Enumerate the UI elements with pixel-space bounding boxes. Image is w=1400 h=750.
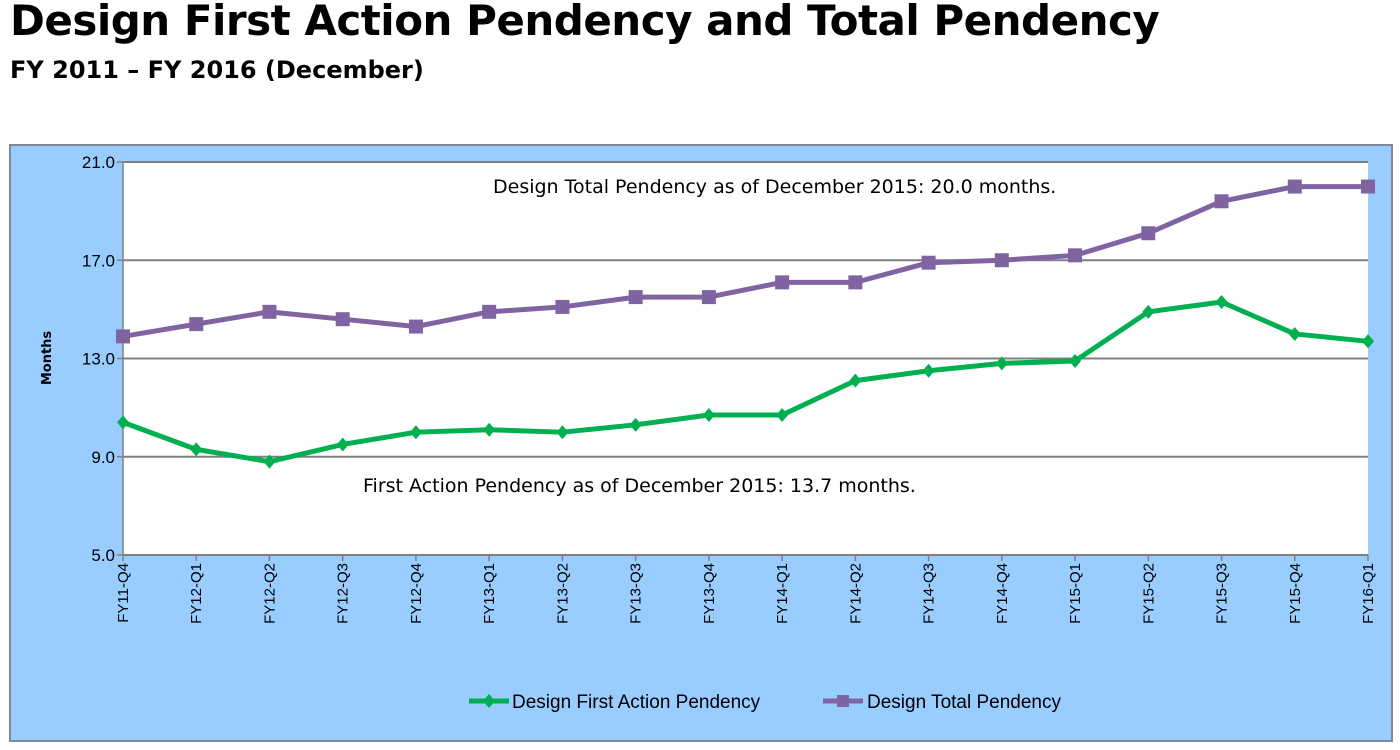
data-point-first-action [483, 422, 496, 437]
x-tick-label: FY13-Q2 [554, 563, 571, 624]
x-tick-label: FY14-Q1 [774, 563, 791, 624]
data-point-total [408, 319, 423, 334]
y-axis-title: Months [40, 331, 55, 386]
legend-marker-total [837, 695, 849, 707]
x-axis: FY11-Q4 FY12-Q1 FY12-Q2 FY12-Q3 FY12-Q4 FY13-… [115, 554, 1377, 624]
data-point-total [1141, 226, 1156, 241]
data-point-first-action [629, 417, 642, 432]
chart-frame: 5.0 9.0 13.0 17.0 21.0 FY11-Q4 FY12-Q1 FY12-Q2… [9, 144, 1393, 742]
y-axis: 5.0 9.0 13.0 17.0 21.0 [82, 153, 124, 565]
x-tick-label: FY14-Q4 [994, 563, 1011, 624]
data-point-first-action [922, 363, 935, 378]
data-point-total [775, 275, 790, 290]
y-tick-label: 9.0 [91, 448, 115, 467]
y-tick-label: 13.0 [82, 350, 115, 369]
x-tick-label: FY15-Q3 [1214, 563, 1231, 624]
x-tick-label: FY15-Q1 [1067, 563, 1084, 624]
data-point-first-action [849, 373, 862, 388]
y-tick-label: 5.0 [91, 546, 115, 565]
x-tick-label: FY12-Q3 [335, 563, 352, 624]
data-point-total [1068, 248, 1083, 263]
x-tick-label: FY13-Q1 [481, 563, 498, 624]
data-point-total [189, 317, 204, 332]
data-point-first-action [263, 454, 276, 469]
data-point-total [262, 304, 277, 319]
x-tick-label: FY12-Q4 [408, 563, 425, 624]
data-point-total [116, 329, 130, 344]
data-point-total [335, 312, 350, 327]
x-tick-label: FY16-Q1 [1360, 563, 1377, 624]
x-tick-label: FY15-Q4 [1287, 563, 1304, 624]
x-tick-label: FY15-Q2 [1140, 563, 1157, 624]
data-point-total [482, 304, 497, 319]
data-point-total [701, 290, 716, 305]
page-title: Design First Action Pendency and Total P… [10, 0, 1160, 45]
x-tick-label: FY11-Q4 [115, 563, 132, 623]
data-point-first-action [336, 437, 349, 452]
series [116, 179, 1375, 469]
legend: Design First Action Pendency Design Tota… [469, 692, 1061, 713]
legend-label-total: Design Total Pendency [867, 692, 1061, 713]
data-point-first-action [117, 415, 129, 430]
data-point-first-action [995, 356, 1008, 371]
x-tick-label: FY12-Q2 [261, 563, 278, 624]
data-point-total [1361, 179, 1375, 194]
series-line-total [122, 184, 1368, 339]
page-subtitle: FY 2011 – FY 2016 (December) [10, 56, 424, 84]
x-tick-label: FY13-Q3 [628, 563, 645, 624]
data-point-first-action [776, 407, 789, 422]
series-line-first-action [122, 299, 1369, 465]
data-point-first-action [190, 442, 203, 457]
data-point-total [921, 255, 936, 270]
x-tick-label: FY14-Q2 [847, 563, 864, 624]
legend-marker-first-action [483, 694, 495, 708]
data-point-first-action [556, 425, 569, 440]
x-tick-label: FY14-Q3 [921, 563, 938, 624]
data-point-first-action [1069, 353, 1082, 368]
y-tick-label: 21.0 [82, 153, 115, 172]
data-point-total [848, 275, 863, 290]
y-tick-label: 17.0 [82, 251, 115, 270]
data-point-first-action [1288, 326, 1301, 341]
data-point-first-action [702, 407, 715, 422]
line-chart: 5.0 9.0 13.0 17.0 21.0 FY11-Q4 FY12-Q1 FY12-Q2… [40, 153, 1377, 713]
data-point-total [994, 253, 1009, 268]
x-tick-label: FY13-Q4 [701, 563, 718, 624]
data-point-first-action [409, 425, 422, 440]
data-point-total [628, 290, 643, 305]
data-point-total [1214, 194, 1229, 209]
annotation-total-pendency: Design Total Pendency as of December 201… [493, 176, 1056, 198]
data-point-total [555, 299, 570, 314]
data-point-first-action [1215, 295, 1228, 310]
data-point-first-action [1362, 334, 1374, 349]
data-point-first-action [1142, 304, 1155, 319]
annotation-first-action-pendency: First Action Pendency as of December 201… [363, 475, 916, 497]
data-point-total [1287, 179, 1302, 194]
x-tick-label: FY12-Q1 [188, 563, 205, 624]
legend-label-first-action: Design First Action Pendency [512, 692, 761, 713]
